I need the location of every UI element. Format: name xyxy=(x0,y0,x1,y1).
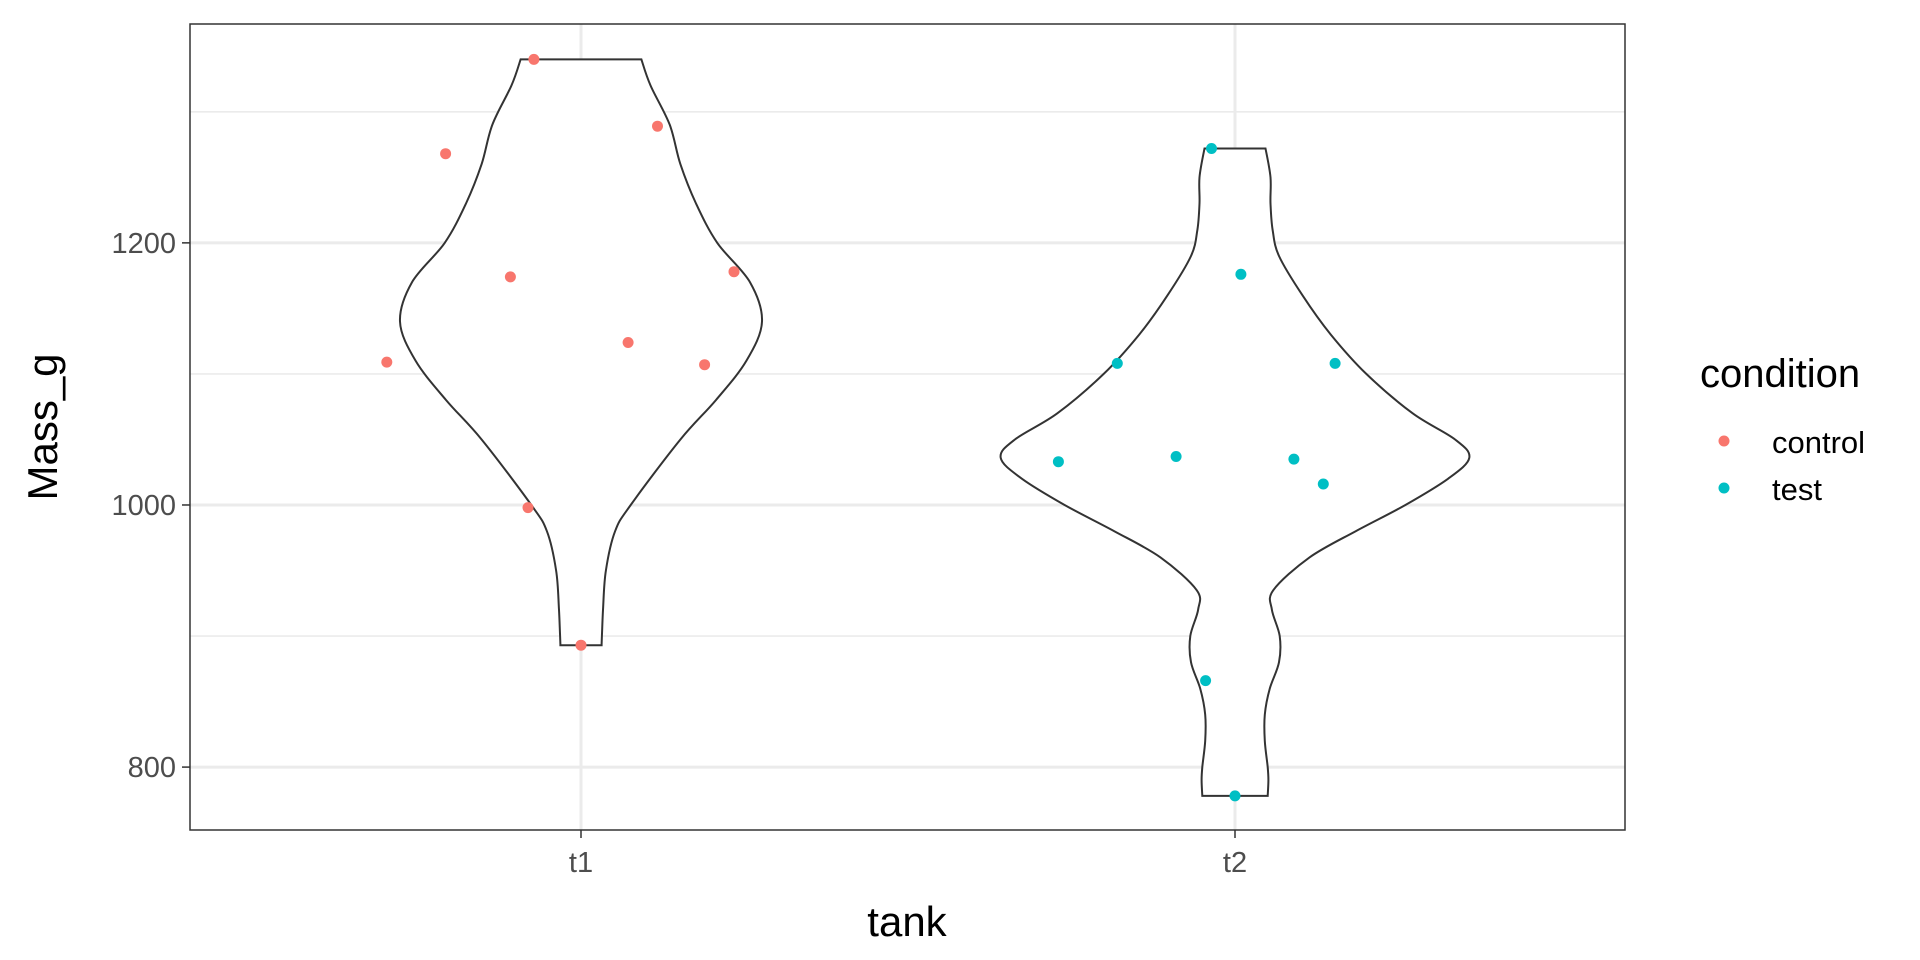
point-t1-1 xyxy=(652,120,663,132)
point-t1-3 xyxy=(504,271,516,283)
point-t1-5 xyxy=(622,337,634,348)
point-t1-8 xyxy=(522,502,534,514)
legend: condition control test xyxy=(1700,352,1865,507)
legend-key-control xyxy=(1718,435,1730,447)
point-t1-0 xyxy=(528,53,540,65)
y-tick-label: 800 xyxy=(128,752,176,784)
y-axis-title: Mass_g xyxy=(19,353,66,500)
violin-t1 xyxy=(398,58,764,647)
point-t2-2 xyxy=(1111,357,1123,369)
point-t2-1 xyxy=(1235,268,1247,280)
point-t2-0 xyxy=(1206,143,1217,154)
point-t1-9 xyxy=(575,639,587,651)
point-t2-6 xyxy=(1288,453,1300,465)
legend-entry-test: test xyxy=(1718,472,1822,507)
legend-key-test xyxy=(1718,482,1730,494)
x-tick-label-t1: t1 xyxy=(569,847,593,879)
point-t1-6 xyxy=(381,356,393,368)
point-t1-7 xyxy=(699,359,711,371)
point-t2-8 xyxy=(1200,675,1212,687)
x-tick-label-t2: t2 xyxy=(1223,847,1247,879)
axis-layer: 800 1000 1200 t1 t2 xyxy=(111,228,1247,879)
y-tick-label: 1200 xyxy=(111,228,176,260)
point-t2-5 xyxy=(1170,451,1182,462)
legend-entry-control: control xyxy=(1718,425,1865,460)
violin-layer xyxy=(398,58,1471,797)
point-t2-4 xyxy=(1052,456,1064,468)
point-t1-4 xyxy=(728,266,740,278)
violin-t2 xyxy=(999,147,1471,797)
legend-title: condition xyxy=(1700,352,1860,396)
y-tick-label: 1000 xyxy=(111,490,176,522)
point-t2-3 xyxy=(1329,357,1341,369)
x-axis-title: tank xyxy=(867,898,947,945)
point-t2-9 xyxy=(1229,790,1241,802)
plot-panel-border xyxy=(189,23,1626,831)
legend-label-test: test xyxy=(1772,472,1822,507)
point-t1-2 xyxy=(440,148,452,160)
point-layer xyxy=(381,53,1341,802)
legend-label-control: control xyxy=(1772,425,1865,460)
point-t2-7 xyxy=(1317,478,1329,490)
